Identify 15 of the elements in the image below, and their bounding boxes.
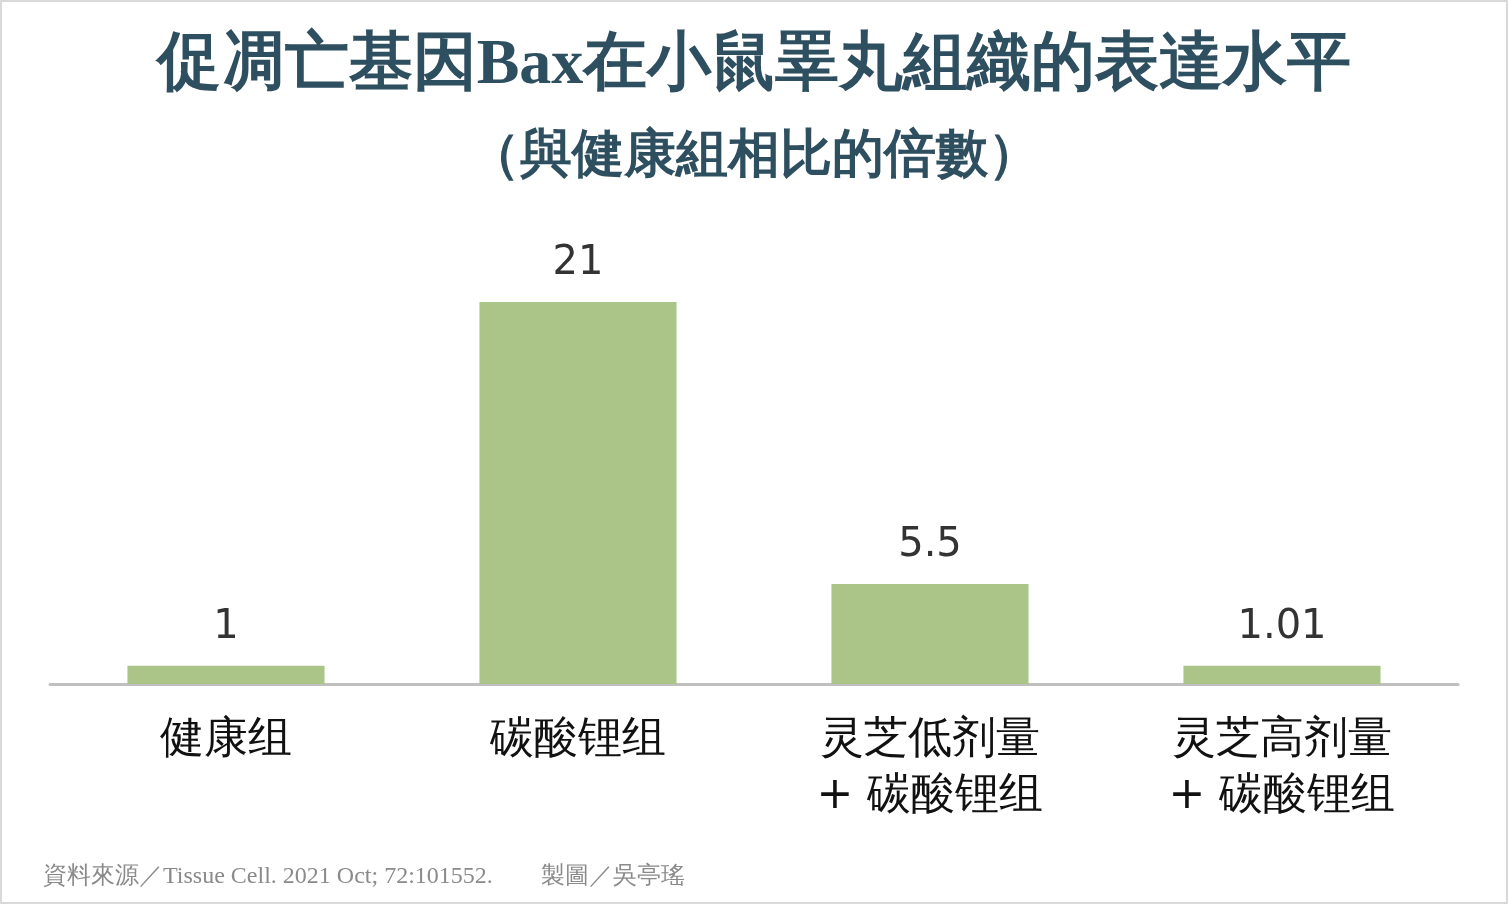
- x-tick-label: 健康组: [160, 710, 292, 762]
- data-label: 1.01: [1237, 600, 1327, 647]
- x-tick-label: 灵芝低剂量 + 碳酸锂组: [816, 710, 1044, 818]
- chart-subtitle: （與健康組相比的倍數）: [468, 124, 1040, 182]
- x-tick-label: 碳酸锂组: [489, 710, 666, 762]
- chart-title: 促凋亡基因Bax在小鼠睪丸組織的表達水平: [154, 25, 1352, 97]
- data-label: 5.5: [898, 518, 962, 565]
- data-label: 1: [213, 600, 239, 647]
- data-label: 21: [552, 237, 604, 283]
- bar: [1183, 665, 1381, 684]
- x-tick-label: 灵芝高剂量 + 碳酸锂组: [1168, 710, 1396, 818]
- source-note: 資料來源／Tissue Cell. 2021 Oct; 72:101552. 製圖／吳亭瑤: [43, 862, 685, 888]
- bar: [479, 302, 677, 684]
- bar: [831, 583, 1029, 684]
- bar: [127, 665, 325, 684]
